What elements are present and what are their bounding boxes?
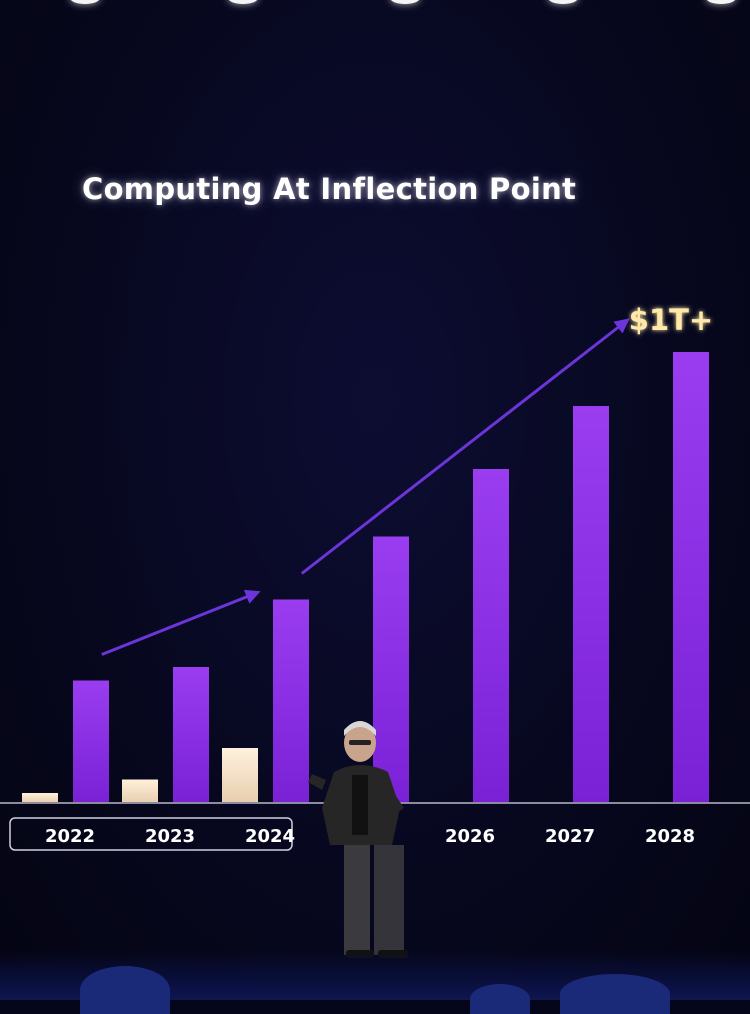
tick-label-2024: 2024: [245, 826, 295, 847]
trend-arrow-2022-2024: [101, 589, 261, 656]
bars: [22, 352, 709, 802]
bar-cream-2023: [122, 779, 158, 802]
bar-purple-2028: [673, 352, 709, 802]
bar-purple-2023: [173, 667, 209, 802]
bar-purple-2024: [273, 599, 309, 802]
bar-purple-2025: [373, 536, 409, 802]
chart-title: Computing At Inflection Point: [82, 172, 577, 206]
annotations: $1T+: [629, 303, 713, 337]
annotation-label: $1T+: [629, 303, 713, 337]
tick-label-2022: 2022: [45, 826, 95, 847]
tick-label-2027: 2027: [545, 826, 595, 847]
trend-arrows: [101, 318, 630, 656]
tick-label-2026: 2026: [445, 826, 495, 847]
tick-label-2023: 2023: [145, 826, 195, 847]
highlight-box: [9, 817, 293, 851]
tick-label-2028: 2028: [645, 826, 695, 847]
x-axis-tick-labels: 2022 2023 2024 2026 2027 2028: [45, 826, 695, 847]
bar-cream-2022: [22, 793, 58, 802]
trend-arrow-2024-2028: [300, 318, 630, 575]
bar-purple-2026: [473, 469, 509, 802]
bar-cream-2024: [222, 748, 258, 802]
bar-purple-2022: [73, 680, 109, 802]
bar-purple-2027: [573, 406, 609, 802]
audience-silhouettes: [0, 950, 750, 1014]
